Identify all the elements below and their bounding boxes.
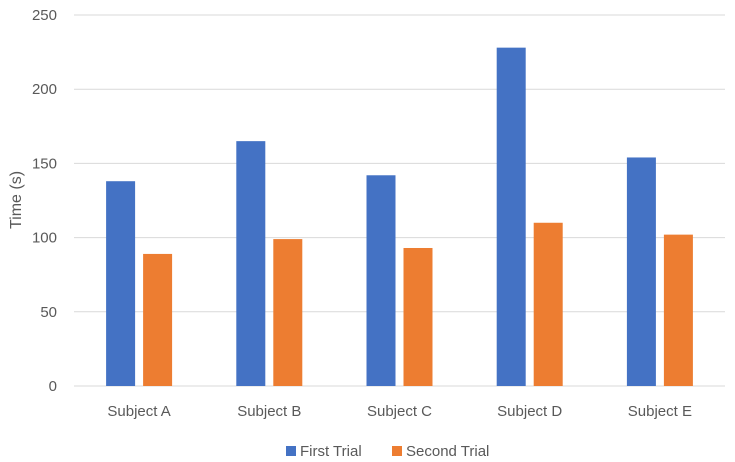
- bar-first-trial-subject-a: [106, 181, 136, 386]
- bar-first-trial-subject-c: [366, 175, 396, 386]
- bar-second-trial-subject-b: [273, 239, 303, 386]
- gridlines: [74, 14, 725, 387]
- bar-first-trial-subject-b: [236, 141, 266, 386]
- legend-swatch: [392, 446, 402, 456]
- legend-swatch: [286, 446, 296, 456]
- legend-label: First Trial: [300, 443, 362, 460]
- bar-first-trial-subject-d: [496, 47, 526, 386]
- y-tick-label: 250: [32, 7, 57, 24]
- bar-second-trial-subject-c: [403, 247, 433, 386]
- x-tick-label: Subject B: [237, 403, 301, 420]
- x-axis-ticks: Subject A Subject B Subject C Subject D Subj…: [107, 403, 692, 420]
- y-tick-label: 150: [32, 155, 57, 172]
- x-tick-label: Subject E: [628, 403, 692, 420]
- x-tick-label: Subject A: [107, 403, 170, 420]
- y-axis-ticks: 0 50 100 150 200 250: [32, 7, 57, 395]
- y-tick-label: 100: [32, 230, 57, 247]
- legend-label: Second Trial: [406, 443, 489, 460]
- x-tick-label: Subject C: [367, 403, 432, 420]
- y-tick-label: 0: [49, 378, 57, 395]
- x-tick-label: Subject D: [497, 403, 562, 420]
- y-axis-title: Time (s): [8, 171, 25, 229]
- bar-first-trial-subject-e: [626, 157, 656, 386]
- y-tick-label: 50: [40, 304, 57, 321]
- bar-second-trial-subject-e: [663, 234, 693, 386]
- bar-second-trial-subject-a: [143, 253, 173, 386]
- bars: [106, 47, 693, 386]
- bar-second-trial-subject-d: [533, 222, 563, 386]
- legend: First Trial Second Trial: [286, 443, 489, 460]
- y-tick-label: 200: [32, 81, 57, 98]
